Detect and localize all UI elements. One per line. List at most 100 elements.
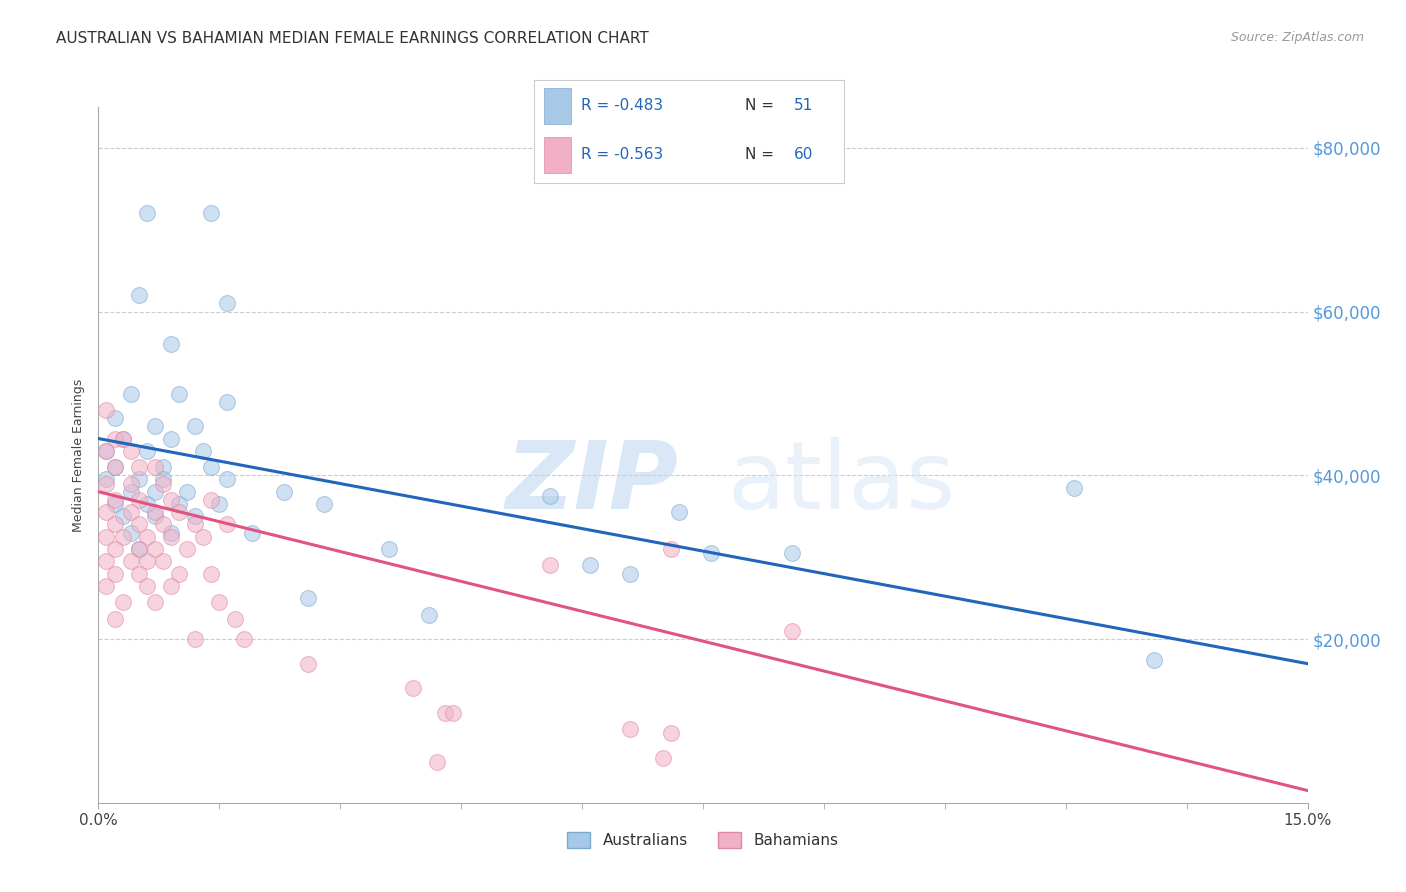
Point bbox=[619, 722, 641, 736]
Point bbox=[1143, 652, 1166, 666]
Point bbox=[152, 473, 174, 487]
Point bbox=[217, 394, 239, 409]
Point bbox=[120, 443, 142, 458]
Point bbox=[538, 489, 561, 503]
Point bbox=[297, 591, 319, 606]
Point bbox=[160, 525, 183, 540]
Point bbox=[128, 473, 150, 487]
Point bbox=[96, 476, 118, 491]
Point bbox=[111, 509, 134, 524]
Point bbox=[128, 288, 150, 302]
Point bbox=[103, 517, 125, 532]
Point bbox=[152, 517, 174, 532]
Point bbox=[208, 497, 231, 511]
Text: N =: N = bbox=[745, 98, 779, 113]
Point bbox=[135, 579, 157, 593]
Point bbox=[659, 726, 682, 740]
Point bbox=[135, 530, 157, 544]
Point bbox=[96, 530, 118, 544]
Point bbox=[668, 505, 690, 519]
Point bbox=[426, 755, 449, 769]
Point bbox=[160, 337, 183, 351]
Point bbox=[434, 706, 457, 720]
Point bbox=[780, 546, 803, 560]
Point bbox=[128, 492, 150, 507]
Point bbox=[167, 505, 190, 519]
Point bbox=[200, 206, 222, 220]
Point bbox=[418, 607, 440, 622]
Text: 60: 60 bbox=[794, 146, 814, 161]
Point bbox=[184, 419, 207, 434]
Text: R = -0.563: R = -0.563 bbox=[581, 146, 662, 161]
Text: N =: N = bbox=[745, 146, 779, 161]
Point bbox=[135, 497, 157, 511]
Point bbox=[184, 632, 207, 646]
Point bbox=[152, 554, 174, 568]
Point bbox=[96, 443, 118, 458]
Point bbox=[103, 460, 125, 475]
Point bbox=[111, 530, 134, 544]
Point bbox=[184, 517, 207, 532]
Text: AUSTRALIAN VS BAHAMIAN MEDIAN FEMALE EARNINGS CORRELATION CHART: AUSTRALIAN VS BAHAMIAN MEDIAN FEMALE EAR… bbox=[56, 31, 650, 46]
Point bbox=[96, 443, 118, 458]
Point bbox=[377, 542, 399, 557]
Point bbox=[128, 542, 150, 557]
Text: atlas: atlas bbox=[727, 437, 956, 529]
Point bbox=[160, 432, 183, 446]
Point bbox=[135, 554, 157, 568]
Text: ZIP: ZIP bbox=[506, 437, 679, 529]
Point bbox=[441, 706, 464, 720]
Point bbox=[135, 443, 157, 458]
Point bbox=[143, 419, 166, 434]
Point bbox=[96, 473, 118, 487]
Point bbox=[103, 497, 125, 511]
Point bbox=[176, 484, 198, 499]
Point bbox=[143, 484, 166, 499]
Point bbox=[103, 542, 125, 557]
Point bbox=[111, 432, 134, 446]
Point bbox=[402, 681, 425, 696]
Point bbox=[200, 460, 222, 475]
Point bbox=[120, 554, 142, 568]
Point bbox=[96, 505, 118, 519]
Point bbox=[143, 505, 166, 519]
Point bbox=[103, 492, 125, 507]
Point bbox=[120, 386, 142, 401]
Point bbox=[111, 595, 134, 609]
Point bbox=[160, 492, 183, 507]
Point bbox=[297, 657, 319, 671]
Point bbox=[579, 558, 602, 573]
Point bbox=[217, 517, 239, 532]
Point bbox=[160, 530, 183, 544]
Point bbox=[152, 476, 174, 491]
Point bbox=[240, 525, 263, 540]
Point bbox=[651, 751, 673, 765]
Point bbox=[120, 484, 142, 499]
FancyBboxPatch shape bbox=[544, 88, 571, 124]
Point bbox=[167, 566, 190, 581]
Point bbox=[143, 542, 166, 557]
Text: Source: ZipAtlas.com: Source: ZipAtlas.com bbox=[1230, 31, 1364, 45]
Text: R = -0.483: R = -0.483 bbox=[581, 98, 662, 113]
Text: 51: 51 bbox=[794, 98, 813, 113]
Point bbox=[224, 612, 246, 626]
Point bbox=[217, 296, 239, 310]
Point bbox=[208, 595, 231, 609]
Point bbox=[659, 542, 682, 557]
Point bbox=[193, 530, 215, 544]
Point bbox=[273, 484, 295, 499]
Point bbox=[96, 579, 118, 593]
Point bbox=[103, 411, 125, 425]
Point bbox=[143, 509, 166, 524]
Point bbox=[120, 505, 142, 519]
Point bbox=[160, 579, 183, 593]
Point bbox=[128, 542, 150, 557]
Point bbox=[152, 460, 174, 475]
Point bbox=[128, 460, 150, 475]
Point bbox=[200, 566, 222, 581]
Point bbox=[143, 595, 166, 609]
Point bbox=[135, 206, 157, 220]
Point bbox=[700, 546, 723, 560]
Point bbox=[232, 632, 254, 646]
Point bbox=[184, 509, 207, 524]
